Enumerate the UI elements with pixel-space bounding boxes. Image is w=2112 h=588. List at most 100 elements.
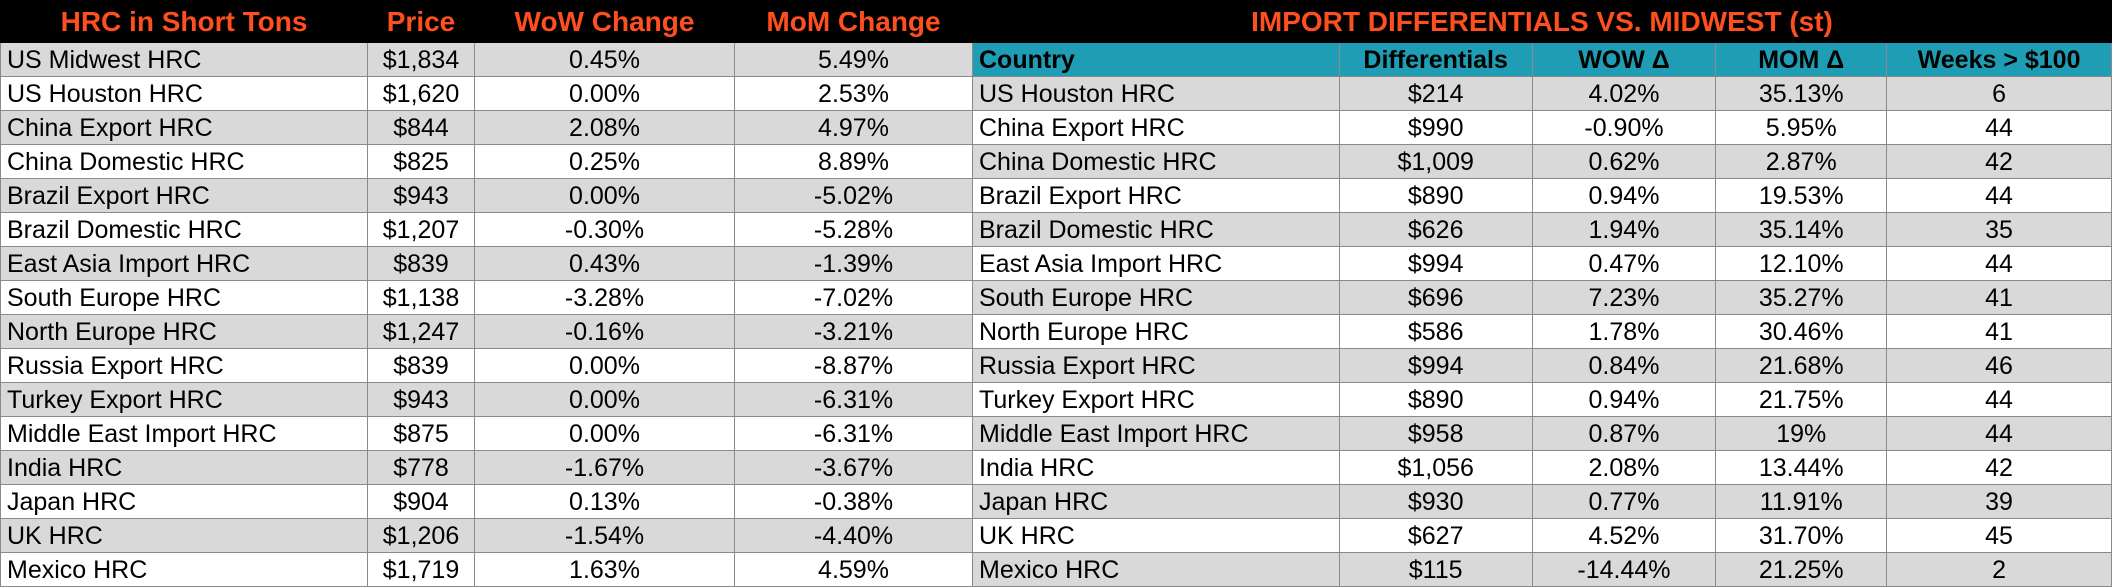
table-cell: 46	[1886, 348, 2112, 383]
table-row: Japan HRC $930 0.77% 11.91% 39	[972, 484, 2112, 519]
table-row: India HRC $778 -1.67% -3.67%	[0, 450, 973, 485]
table-cell: -1.39%	[734, 246, 973, 281]
table-cell: 4.02%	[1531, 76, 1717, 111]
table-cell: $778	[367, 450, 475, 485]
table-cell: $696	[1338, 280, 1533, 315]
table-cell: 0.94%	[1531, 178, 1717, 213]
row-label-cell: Turkey Export HRC	[972, 382, 1340, 417]
table-cell: 0.87%	[1531, 416, 1717, 451]
table-cell: -0.16%	[474, 314, 735, 349]
table-cell: 41	[1886, 280, 2112, 315]
row-label-cell: South Europe HRC	[0, 280, 368, 315]
table-cell: $1,206	[367, 518, 475, 553]
table-cell: 44	[1886, 382, 2112, 417]
table-cell: 21.25%	[1715, 552, 1888, 587]
column-header: Country	[972, 42, 1340, 77]
table-cell: $1,056	[1338, 450, 1533, 485]
table-row: Mexico HRC $115 -14.44% 21.25% 2	[972, 552, 2112, 587]
table-cell: 0.00%	[474, 348, 735, 383]
table-cell: 4.52%	[1531, 518, 1717, 553]
table-cell: $958	[1338, 416, 1533, 451]
table-cell: 2.08%	[1531, 450, 1717, 485]
table-cell: -3.67%	[734, 450, 973, 485]
table-row: Russia Export HRC $839 0.00% -8.87%	[0, 348, 973, 383]
row-label-cell: Middle East Import HRC	[0, 416, 368, 451]
table-row: US Houston HRC $1,620 0.00% 2.53%	[0, 76, 973, 111]
hrc-prices-header-row: HRC in Short Tons Price WoW Change MoM Chan…	[0, 0, 973, 43]
table-cell: 0.94%	[1531, 382, 1717, 417]
row-label-cell: China Export HRC	[972, 110, 1340, 145]
table-cell: -4.40%	[734, 518, 973, 553]
row-label-cell: Mexico HRC	[0, 552, 368, 587]
row-label-cell: UK HRC	[972, 518, 1340, 553]
row-label-cell: Middle East Import HRC	[972, 416, 1340, 451]
table-cell: 19%	[1715, 416, 1888, 451]
table-cell: 0.77%	[1531, 484, 1717, 519]
table-cell: -7.02%	[734, 280, 973, 315]
table-cell: 0.43%	[474, 246, 735, 281]
table-cell: 0.00%	[474, 416, 735, 451]
table-cell: -6.31%	[734, 416, 973, 451]
table-cell: 35.27%	[1715, 280, 1888, 315]
table-cell: 2.87%	[1715, 144, 1888, 179]
table-cell: 41	[1886, 314, 2112, 349]
table-cell: 0.47%	[1531, 246, 1717, 281]
table-cell: 44	[1886, 178, 2112, 213]
table-cell: 12.10%	[1715, 246, 1888, 281]
table-row: Middle East Import HRC $875 0.00% -6.31%	[0, 416, 973, 451]
table-row: Middle East Import HRC $958 0.87% 19% 44	[972, 416, 2112, 451]
table-cell: 35	[1886, 212, 2112, 247]
table-row: Japan HRC $904 0.13% -0.38%	[0, 484, 973, 519]
table-row: Turkey Export HRC $943 0.00% -6.31%	[0, 382, 973, 417]
table-cell: 42	[1886, 144, 2112, 179]
table-cell: $839	[367, 246, 475, 281]
table-cell: -3.21%	[734, 314, 973, 349]
table-row: India HRC $1,056 2.08% 13.44% 42	[972, 450, 2112, 485]
table-row: US Midwest HRC $1,834 0.45% 5.49%	[0, 42, 973, 77]
row-label-cell: China Domestic HRC	[972, 144, 1340, 179]
table-cell: 5.49%	[734, 42, 973, 77]
table-row: China Export HRC $844 2.08% 4.97%	[0, 110, 973, 145]
table-cell: 4.59%	[734, 552, 973, 587]
table-cell: $626	[1338, 212, 1533, 247]
table-cell: 7.23%	[1531, 280, 1717, 315]
table-cell: $990	[1338, 110, 1533, 145]
table-cell: 42	[1886, 450, 2112, 485]
table-cell: $943	[367, 382, 475, 417]
table-cell: 44	[1886, 416, 2112, 451]
table-cell: $1,138	[367, 280, 475, 315]
table-cell: $1,247	[367, 314, 475, 349]
table-cell: 39	[1886, 484, 2112, 519]
table-cell: -1.54%	[474, 518, 735, 553]
row-label-cell: East Asia Import HRC	[0, 246, 368, 281]
table-row: Turkey Export HRC $890 0.94% 21.75% 44	[972, 382, 2112, 417]
table-cell: $1,207	[367, 212, 475, 247]
table-cell: -0.90%	[1531, 110, 1717, 145]
table-cell: $930	[1338, 484, 1533, 519]
table-cell: 0.00%	[474, 382, 735, 417]
row-label-cell: China Domestic HRC	[0, 144, 368, 179]
row-label-cell: Turkey Export HRC	[0, 382, 368, 417]
table-cell: $586	[1338, 314, 1533, 349]
table-row: North Europe HRC $586 1.78% 30.46% 41	[972, 314, 2112, 349]
row-label-cell: North Europe HRC	[972, 314, 1340, 349]
table-row: East Asia Import HRC $839 0.43% -1.39%	[0, 246, 973, 281]
table-cell: 5.95%	[1715, 110, 1888, 145]
table-cell: $875	[367, 416, 475, 451]
table-row: Brazil Domestic HRC $1,207 -0.30% -5.28%	[0, 212, 973, 247]
row-label-cell: Brazil Domestic HRC	[972, 212, 1340, 247]
table-row: Mexico HRC $1,719 1.63% 4.59%	[0, 552, 973, 587]
table-cell: $115	[1338, 552, 1533, 587]
column-header: Differentials	[1338, 42, 1533, 77]
column-header: Price	[367, 0, 475, 43]
table-cell: 44	[1886, 110, 2112, 145]
table-row: North Europe HRC $1,247 -0.16% -3.21%	[0, 314, 973, 349]
table-cell: 0.00%	[474, 178, 735, 213]
table-cell: 0.45%	[474, 42, 735, 77]
table-row: UK HRC $1,206 -1.54% -4.40%	[0, 518, 973, 553]
table-cell: 0.13%	[474, 484, 735, 519]
row-label-cell: UK HRC	[0, 518, 368, 553]
row-label-cell: Mexico HRC	[972, 552, 1340, 587]
table-cell: -0.30%	[474, 212, 735, 247]
table-cell: 44	[1886, 246, 2112, 281]
